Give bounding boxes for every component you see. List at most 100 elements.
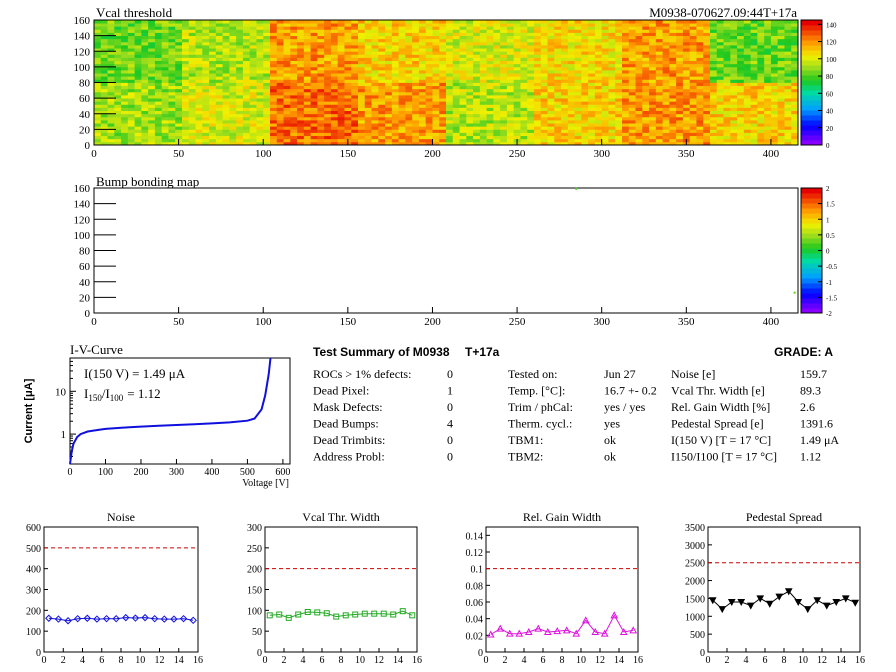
heatmap-cell — [425, 104, 433, 108]
heatmap-cell — [561, 88, 569, 93]
heatmap-cell — [303, 70, 312, 74]
heatmap-cell — [175, 35, 183, 40]
heatmap-cell — [364, 95, 372, 99]
heatmap-cell — [770, 101, 779, 105]
heatmap-cell — [134, 82, 142, 87]
heatmap-cell — [344, 79, 352, 83]
heatmap-cell — [263, 101, 271, 105]
heatmap-cell — [100, 38, 108, 43]
heatmap-cell — [540, 135, 548, 140]
heatmap-cell — [188, 123, 196, 127]
heatmap-cell — [297, 35, 305, 40]
heatmap-cell — [182, 82, 190, 87]
heatmap-cell — [418, 73, 427, 77]
heatmap-cell — [195, 138, 203, 143]
heatmap-cell — [378, 45, 386, 49]
heatmap-cell — [662, 70, 670, 74]
heatmap-cell — [236, 123, 244, 127]
roc-point — [295, 611, 302, 618]
heatmap-cell — [405, 91, 413, 96]
heatmap-cell — [391, 45, 400, 49]
heatmap-cell — [540, 38, 548, 43]
heatmap-cell — [696, 35, 704, 40]
heatmap-cell — [513, 48, 521, 52]
heatmap-cell — [270, 126, 278, 130]
heatmap-cell — [594, 73, 603, 77]
heatmap-cell — [520, 23, 528, 27]
heatmap-cell — [601, 101, 609, 105]
heatmap-cell — [615, 38, 623, 43]
heatmap-cell — [588, 104, 596, 108]
heatmap-cell — [276, 76, 284, 80]
heatmap-cell — [378, 101, 386, 105]
heatmap-cell — [534, 98, 542, 102]
heatmap-cell — [791, 48, 799, 52]
heatmap-cell — [574, 41, 582, 46]
heatmap-cell — [351, 57, 359, 62]
heatmap-cell — [561, 51, 569, 55]
heatmap-cell — [743, 73, 752, 77]
heatmap-cell — [601, 104, 609, 108]
heatmap-cell — [723, 70, 731, 74]
heatmap-cell — [554, 54, 562, 58]
heatmap-cell — [107, 132, 115, 137]
heatmap-cell — [554, 32, 562, 37]
heatmap-cell — [446, 79, 454, 83]
heatmap-cell — [297, 101, 305, 105]
heatmap-cell — [391, 113, 400, 118]
heatmap-cell — [351, 113, 359, 118]
heatmap-cell — [642, 91, 650, 96]
heatmap-cell — [330, 63, 339, 68]
summary-right-label: I(150 V) [T = 17 °C] — [671, 433, 771, 447]
heatmap-cell — [412, 57, 420, 62]
heatmap-cell — [276, 107, 284, 112]
heatmap-cell — [615, 116, 623, 121]
heatmap-cell — [784, 110, 792, 115]
heatmap-cell — [452, 60, 460, 65]
heatmap-cell — [676, 45, 684, 49]
heatmap-cell — [784, 48, 792, 52]
heatmap-cell — [270, 123, 278, 127]
heatmap-cell — [473, 101, 481, 105]
heatmap-cell — [148, 41, 156, 46]
heatmap-cell — [662, 76, 670, 80]
heatmap-cell — [242, 35, 251, 40]
heatmap-cell — [527, 104, 535, 108]
heatmap-cell — [628, 98, 636, 102]
heatmap-cell — [628, 70, 636, 74]
heatmap-cell — [730, 85, 738, 90]
heatmap-cell — [561, 45, 569, 49]
heatmap-cell — [283, 48, 291, 52]
heatmap-cell — [777, 70, 785, 74]
heatmap-cell — [222, 35, 230, 40]
heatmap-cell — [669, 45, 677, 49]
heatmap-cell — [716, 104, 724, 108]
heatmap-cell — [148, 98, 156, 102]
heatmap-cell — [757, 107, 765, 112]
heatmap-cell — [682, 113, 691, 118]
roc-point — [486, 630, 495, 638]
heatmap-cell — [689, 60, 697, 65]
heatmap-cell — [473, 45, 481, 49]
heatmap-cell — [141, 48, 149, 52]
heatmap-cell — [283, 66, 291, 71]
heatmap-cell — [310, 63, 318, 68]
heatmap-cell — [669, 132, 677, 137]
heatmap-cell — [764, 82, 772, 87]
heatmap-cell — [703, 51, 711, 55]
heatmap-cell — [371, 98, 379, 102]
heatmap-cell — [202, 29, 210, 33]
heatmap-cell — [385, 51, 393, 55]
heatmap-cell — [94, 51, 102, 55]
heatmap-cell — [175, 45, 183, 49]
heatmap-cell — [750, 110, 758, 115]
heatmap-cell — [154, 73, 163, 77]
heatmap-cell — [276, 35, 284, 40]
heatmap-cell — [479, 29, 488, 33]
heatmap-cell — [594, 132, 603, 137]
heatmap-cell — [743, 51, 752, 55]
heatmap-cell — [283, 110, 291, 115]
heatmap-cell — [175, 135, 183, 140]
heatmap-cell — [182, 126, 190, 130]
